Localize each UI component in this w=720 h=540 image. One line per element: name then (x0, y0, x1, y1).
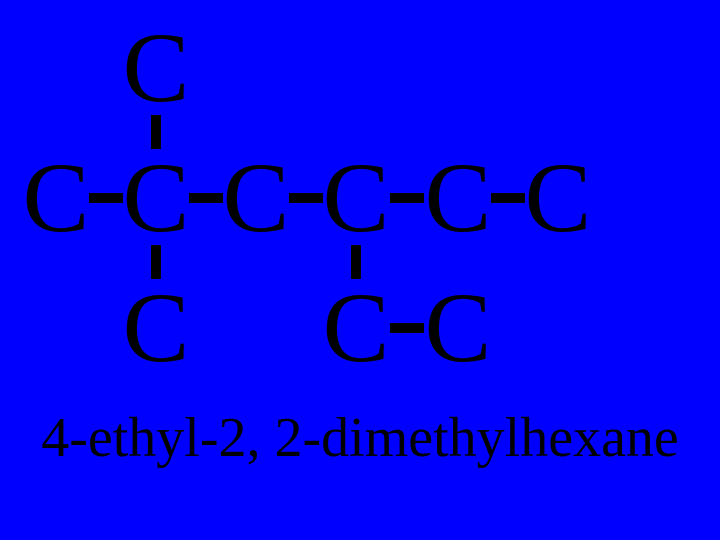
compound-name: 4-ethyl-2, 2-dimethylhexane (41, 410, 679, 466)
bond-b-eth1-eth2 (390, 323, 424, 333)
atom-c4: C (323, 148, 390, 248)
bond-b-c3-c4 (289, 193, 323, 203)
diagram-canvas: CCCCCCCCCC4-ethyl-2, 2-dimethylhexane (0, 0, 720, 540)
atom-c-eth1: C (323, 278, 390, 378)
bond-b-c4-c5 (390, 193, 424, 203)
bond-b-c5-c6 (491, 193, 525, 203)
atom-c3: C (223, 148, 290, 248)
atom-c-eth2: C (425, 278, 492, 378)
bond-b-c1-c2 (89, 193, 123, 203)
atom-c-top: C (123, 18, 190, 118)
bond-b-c2-c3 (189, 193, 223, 203)
atom-c2: C (123, 148, 190, 248)
atom-c-bl: C (123, 278, 190, 378)
atom-c6: C (525, 148, 592, 248)
atom-c5: C (425, 148, 492, 248)
atom-c1: C (23, 148, 90, 248)
